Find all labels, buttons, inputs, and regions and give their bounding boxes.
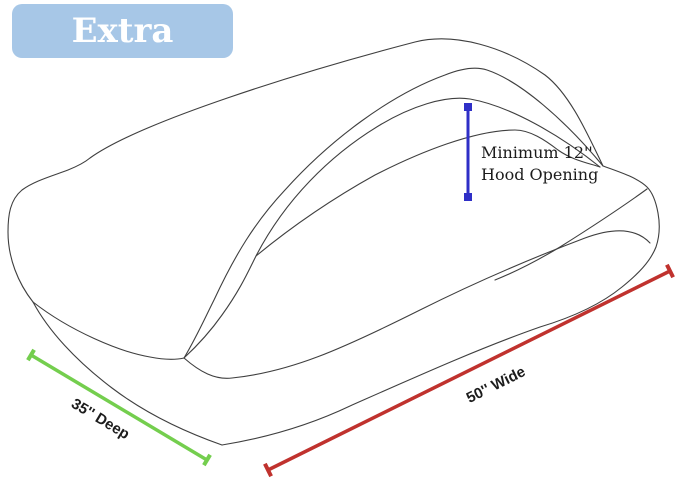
width-dimension-end-cap — [665, 263, 675, 279]
bed-outline-group — [7, 38, 660, 446]
bed-bottom-left-edge-path — [32, 301, 223, 446]
size-badge: Extra Large — [12, 4, 233, 105]
mattress-top-edge-path — [183, 230, 651, 379]
hood-back-wall-path — [255, 129, 601, 257]
width-dimension-start-cap — [263, 462, 273, 478]
hood-opening-top-end-square — [464, 103, 472, 111]
hood-opening-bottom-end-square — [464, 193, 472, 201]
hood-rim-outer-arch-path — [183, 67, 604, 359]
hood-outer-outline-path — [7, 38, 660, 446]
hood-rim-inner-arch-path — [183, 97, 601, 359]
hood-base-left-seam-path — [32, 301, 185, 360]
width-dimension-line — [267, 269, 671, 472]
depth-dimension: 35'' Deep — [26, 348, 212, 467]
hood-base-right-seam-path — [494, 188, 648, 281]
width-dimension: 50'' Wide — [263, 263, 675, 478]
depth-dimension-label: 35'' Deep — [68, 395, 132, 443]
depth-dimension-line — [30, 353, 208, 462]
depth-dimension-end-cap — [202, 453, 212, 467]
hood-opening-dimension: Minimum 12'' Hood Opening — [464, 103, 598, 201]
hood-opening-label-line2: Hood Opening — [481, 165, 598, 184]
hood-opening-label-line1: Minimum 12'' — [481, 143, 593, 162]
depth-dimension-start-cap — [26, 348, 36, 362]
